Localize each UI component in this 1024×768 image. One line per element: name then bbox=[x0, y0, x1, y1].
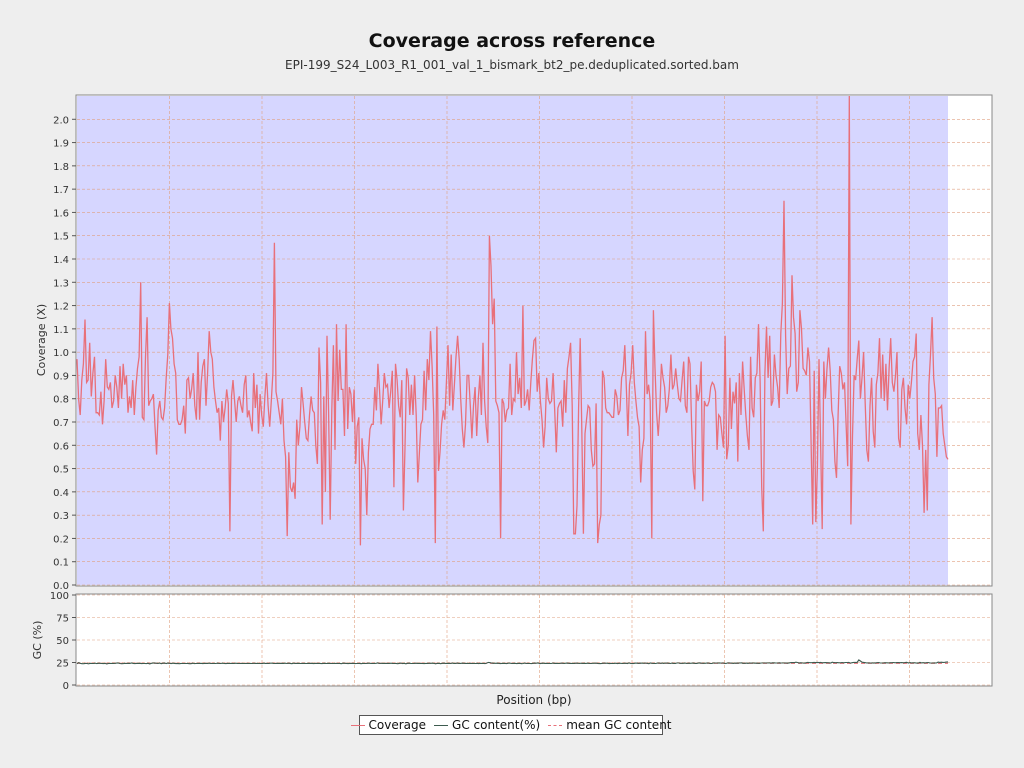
gc-series bbox=[76, 659, 949, 665]
x-axis-label: Position (bp) bbox=[496, 693, 571, 707]
coverage-fill bbox=[77, 96, 948, 585]
chart-title: Coverage across reference bbox=[368, 30, 656, 52]
coverage-y-tick-label: 0.0 bbox=[53, 581, 69, 592]
coverage-y-tick-label: 2.0 bbox=[53, 115, 69, 126]
coverage-y-tick-label: 0.9 bbox=[53, 371, 69, 382]
coverage-y-tick-label: 0.8 bbox=[53, 395, 69, 406]
gc-y-tick-label: 100 bbox=[50, 591, 69, 602]
coverage-line bbox=[76, 95, 949, 546]
coverage-y-tick-label: 1.5 bbox=[53, 232, 69, 243]
coverage-y-tick-label: 0.2 bbox=[53, 534, 69, 545]
gc-y-tick-label: 50 bbox=[56, 636, 69, 647]
coverage-y-tick-label: 1.2 bbox=[53, 302, 69, 313]
coverage-y-tick-label: 0.3 bbox=[53, 511, 69, 522]
legend-item-gc: GC content(%) bbox=[434, 718, 540, 732]
gc-content-line bbox=[76, 659, 949, 665]
gc-y-tick-label: 0 bbox=[63, 681, 69, 692]
legend-label-coverage: Coverage bbox=[368, 718, 427, 732]
coverage-y-ticks: 0.0 0.1 0.2 0.3 0.4 0.5 0.6 0.7 0.8 0.9 1.0 1.1 1.2 1… bbox=[53, 115, 76, 592]
coverage-y-tick-label: 0.5 bbox=[53, 465, 69, 476]
coverage-y-tick-label: 0.6 bbox=[53, 441, 69, 452]
gc-y-tick-label: 75 bbox=[56, 614, 69, 625]
coverage-fill-area bbox=[77, 96, 948, 585]
coverage-y-tick-label: 0.7 bbox=[53, 418, 69, 429]
gc-y-tick-label: 25 bbox=[56, 659, 69, 670]
coverage-y-tick-label: 1.3 bbox=[53, 278, 69, 289]
coverage-y-tick-label: 1.4 bbox=[53, 255, 69, 266]
legend-swatch-mean-gc bbox=[548, 724, 563, 726]
chart-subtitle: EPI-199_S24_L003_R1_001_val_1_bismark_bt… bbox=[285, 58, 739, 72]
legend-label-gc: GC content(%) bbox=[452, 718, 541, 732]
coverage-y-tick-label: 1.6 bbox=[53, 208, 69, 219]
coverage-y-tick-label: 1.9 bbox=[53, 139, 69, 150]
coverage-y-tick-label: 0.1 bbox=[53, 558, 69, 569]
gc-y-ticks: 0 25 50 75 100 bbox=[50, 591, 76, 692]
coverage-y-tick-label: 0.4 bbox=[53, 488, 69, 499]
legend-label-mean-gc: mean GC content bbox=[566, 718, 672, 732]
legend-swatch-coverage bbox=[350, 724, 365, 726]
legend-item-coverage: Coverage bbox=[350, 718, 427, 732]
coverage-y-tick-label: 1.1 bbox=[53, 325, 69, 336]
coverage-y-tick-label: 1.0 bbox=[53, 348, 69, 359]
legend-item-mean-gc: mean GC content bbox=[548, 718, 672, 732]
coverage-y-axis-label: Coverage (X) bbox=[35, 304, 48, 376]
chart-legend: Coverage GC content(%) mean GC content bbox=[350, 715, 672, 735]
gc-y-axis-label: GC (%) bbox=[31, 621, 44, 660]
legend-swatch-gc bbox=[434, 724, 449, 726]
coverage-series bbox=[76, 95, 949, 546]
coverage-y-tick-label: 1.7 bbox=[53, 185, 69, 196]
coverage-y-tick-label: 1.8 bbox=[53, 162, 69, 173]
